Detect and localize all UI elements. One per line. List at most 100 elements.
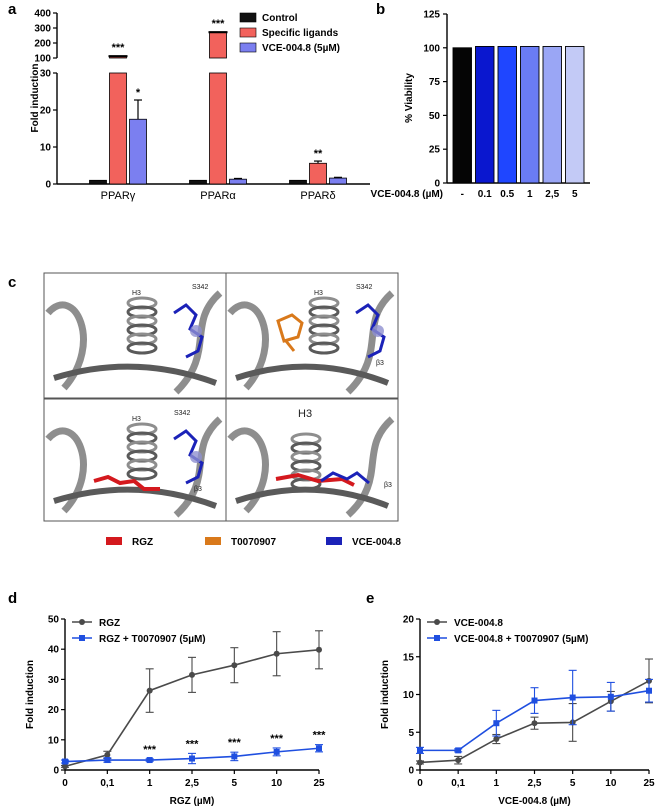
protein-ribbon (53, 486, 218, 509)
y-axis-title: Fold induction (30, 64, 41, 133)
x-tick-label: 0 (62, 778, 68, 789)
legend-swatch (239, 12, 257, 23)
category-label: PPARγ (101, 190, 136, 202)
y-axis-title: % Viability (404, 73, 415, 123)
x-axis-title: VCE-004.8 (µM) (498, 796, 570, 807)
bar-Specific ligands (309, 162, 327, 185)
legend-label: Control (262, 13, 298, 24)
x-tick-label: 2,5 (545, 189, 559, 200)
y-tick-label: 0 (45, 180, 51, 191)
chart-d: 0 10 20 30 40 50 0 0,1 1 2,5 5 10 25 RGZ (µM) Fold ind… (25, 615, 326, 808)
ligand-t0070907 (276, 313, 304, 352)
helix-h3-turn (126, 341, 158, 355)
significance-mark: *** (270, 733, 284, 745)
ligand-rgz (93, 474, 160, 491)
data-point (273, 748, 280, 755)
residue-label: S342 (192, 284, 208, 291)
bar (452, 47, 472, 184)
bar (520, 45, 540, 184)
data-point (493, 720, 500, 727)
ligand-atom (372, 325, 384, 337)
data-point (189, 755, 195, 762)
panel-label-a: a (8, 1, 17, 18)
y-tick-label: 0 (53, 766, 59, 777)
bar-VCE-004.8 (5µM) (229, 178, 247, 185)
y-tick-label: 0 (434, 179, 440, 190)
y-tick-label: 100 (34, 54, 51, 65)
data-point (273, 650, 280, 657)
bar-Specific ligands-upper (209, 31, 227, 59)
x-tick-label: 0,1 (100, 778, 114, 789)
x-tick-label: 10 (271, 778, 283, 789)
bar (475, 45, 495, 184)
data-point (146, 757, 153, 764)
category-label: PPARα (200, 190, 236, 202)
ligand-vce (320, 471, 370, 485)
data-point (531, 720, 538, 727)
protein-ribbon (345, 416, 395, 518)
residue-label: β3 (194, 486, 202, 493)
y-tick-label: 100 (423, 43, 440, 54)
data-point (104, 751, 111, 758)
significance-mark: *** (228, 737, 242, 749)
x-tick-label: 5 (232, 778, 238, 789)
bar-Specific ligands (109, 72, 127, 185)
residue-label: S342 (174, 410, 190, 417)
legend-swatch (239, 27, 257, 38)
panel-label-e: e (366, 590, 374, 607)
x-tick-label: 2,5 (528, 778, 542, 789)
residue-label: β3 (376, 360, 384, 367)
x-tick-label: 0,1 (451, 778, 465, 789)
protein-ribbon (53, 363, 218, 386)
x-tick-label: - (461, 189, 464, 200)
y-tick-label: 5 (408, 728, 414, 739)
data-point (231, 753, 238, 760)
y-tick-label: 0 (408, 766, 414, 777)
legend-swatch (205, 537, 221, 545)
bar (565, 45, 585, 184)
bar-Control (289, 179, 307, 185)
bar-VCE-004.8 (5µM) (329, 177, 347, 185)
data-point (146, 687, 153, 694)
legend-label: VCE-004.8 (352, 537, 401, 548)
panel-label-c: c (8, 274, 16, 291)
ligand-vce (173, 429, 204, 485)
data-point (455, 757, 462, 764)
y-tick-label: 200 (34, 39, 51, 50)
y-tick-label: 125 (423, 10, 440, 21)
y-axis-title: Fold induction (25, 660, 36, 729)
legend-label: RGZ (99, 618, 120, 629)
residue-label: S342 (356, 284, 372, 291)
significance-mark: ** (314, 148, 323, 160)
ligand-vce (355, 303, 386, 359)
legend-swatch (326, 537, 342, 545)
chart-e: 0 5 10 15 20 0 0,1 1 2,5 5 10 25 VCE-004.8 (µM) Fold … (380, 615, 655, 808)
x-tick-label: 25 (313, 778, 325, 789)
y-tick-label: 10 (40, 143, 52, 154)
y-tick-label: 400 (34, 9, 51, 20)
x-tick-label: 1 (527, 189, 533, 200)
panel-label-d: d (8, 590, 17, 607)
significance-mark: *** (186, 738, 200, 750)
y-tick-label: 10 (403, 690, 415, 701)
legend-swatch (239, 42, 257, 53)
legend-label: RGZ (132, 537, 153, 548)
panel-label-b: b (376, 1, 385, 18)
significance-mark: *** (143, 744, 157, 756)
x-tick-label: 0.1 (478, 189, 492, 200)
data-point (231, 662, 238, 669)
helix-h3-turn (308, 341, 340, 355)
legend-marker (79, 619, 85, 625)
legend-marker (434, 619, 440, 625)
legend-label: VCE-004.8 + T0070907 (5µM) (454, 634, 588, 645)
x-tick-label: 2,5 (185, 778, 199, 789)
legend-label: Specific ligands (262, 28, 339, 39)
x-tick-label: 0 (417, 778, 423, 789)
data-point (646, 687, 652, 694)
bar (497, 45, 517, 184)
y-tick-label: 40 (48, 645, 60, 656)
x-tick-label: 5 (572, 189, 578, 200)
y-tick-label: 50 (429, 111, 441, 122)
ligand-atom (190, 451, 202, 463)
legend-swatch (106, 537, 122, 545)
